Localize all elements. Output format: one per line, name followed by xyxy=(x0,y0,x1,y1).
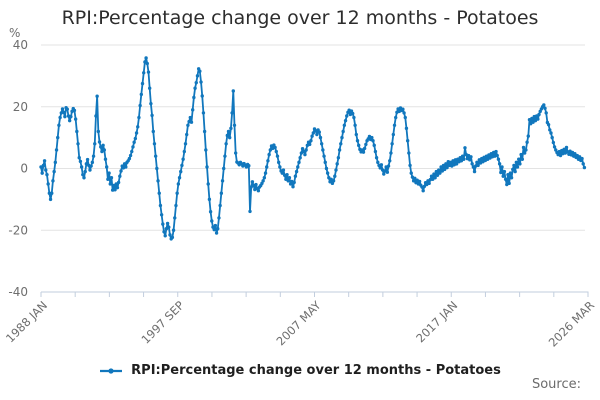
chart-plot-area[interactable]: 1988 JAN 1997 SEP 2007 MAY 2017 JAN 2026 MAR… xyxy=(0,0,600,352)
legend-item-label: RPI:Percentage change over 12 months - P… xyxy=(131,363,501,378)
y-tick-label: 0 xyxy=(20,162,28,176)
y-tick-label: 40 xyxy=(13,38,28,52)
x-tick-label: 2007 MAY xyxy=(274,298,325,349)
chart-title: RPI:Percentage change over 12 months - P… xyxy=(61,7,539,29)
gridlines xyxy=(41,44,585,231)
series-rpi-potatoes[interactable] xyxy=(39,56,587,241)
y-axis-unit-label: % xyxy=(9,26,21,40)
y-tick-label: 20 xyxy=(13,100,28,114)
series-markers xyxy=(39,56,587,241)
y-tick-label: -20 xyxy=(8,223,28,237)
x-tick-label: 2026 MAR xyxy=(546,298,597,349)
legend: RPI:Percentage change over 12 months - P… xyxy=(0,363,600,378)
series-line[interactable] xyxy=(40,57,586,240)
x-tick-labels: 1988 JAN 1997 SEP 2007 MAY 2017 JAN 2026 MAR xyxy=(3,298,597,350)
series-line-with-dot-icon xyxy=(100,367,123,374)
x-tick-label: 1988 JAN xyxy=(3,298,50,345)
x-tick-label: 1997 SEP xyxy=(138,298,186,346)
x-tick-label: 2017 JAN xyxy=(413,298,460,345)
legend-item[interactable]: RPI:Percentage change over 12 months - P… xyxy=(99,363,501,378)
x-axis xyxy=(40,291,589,297)
y-tick-labels: 40 20 0 -20 -40 xyxy=(8,38,28,299)
source-label: Source: xyxy=(531,377,581,392)
y-tick-label: -40 xyxy=(8,285,28,299)
